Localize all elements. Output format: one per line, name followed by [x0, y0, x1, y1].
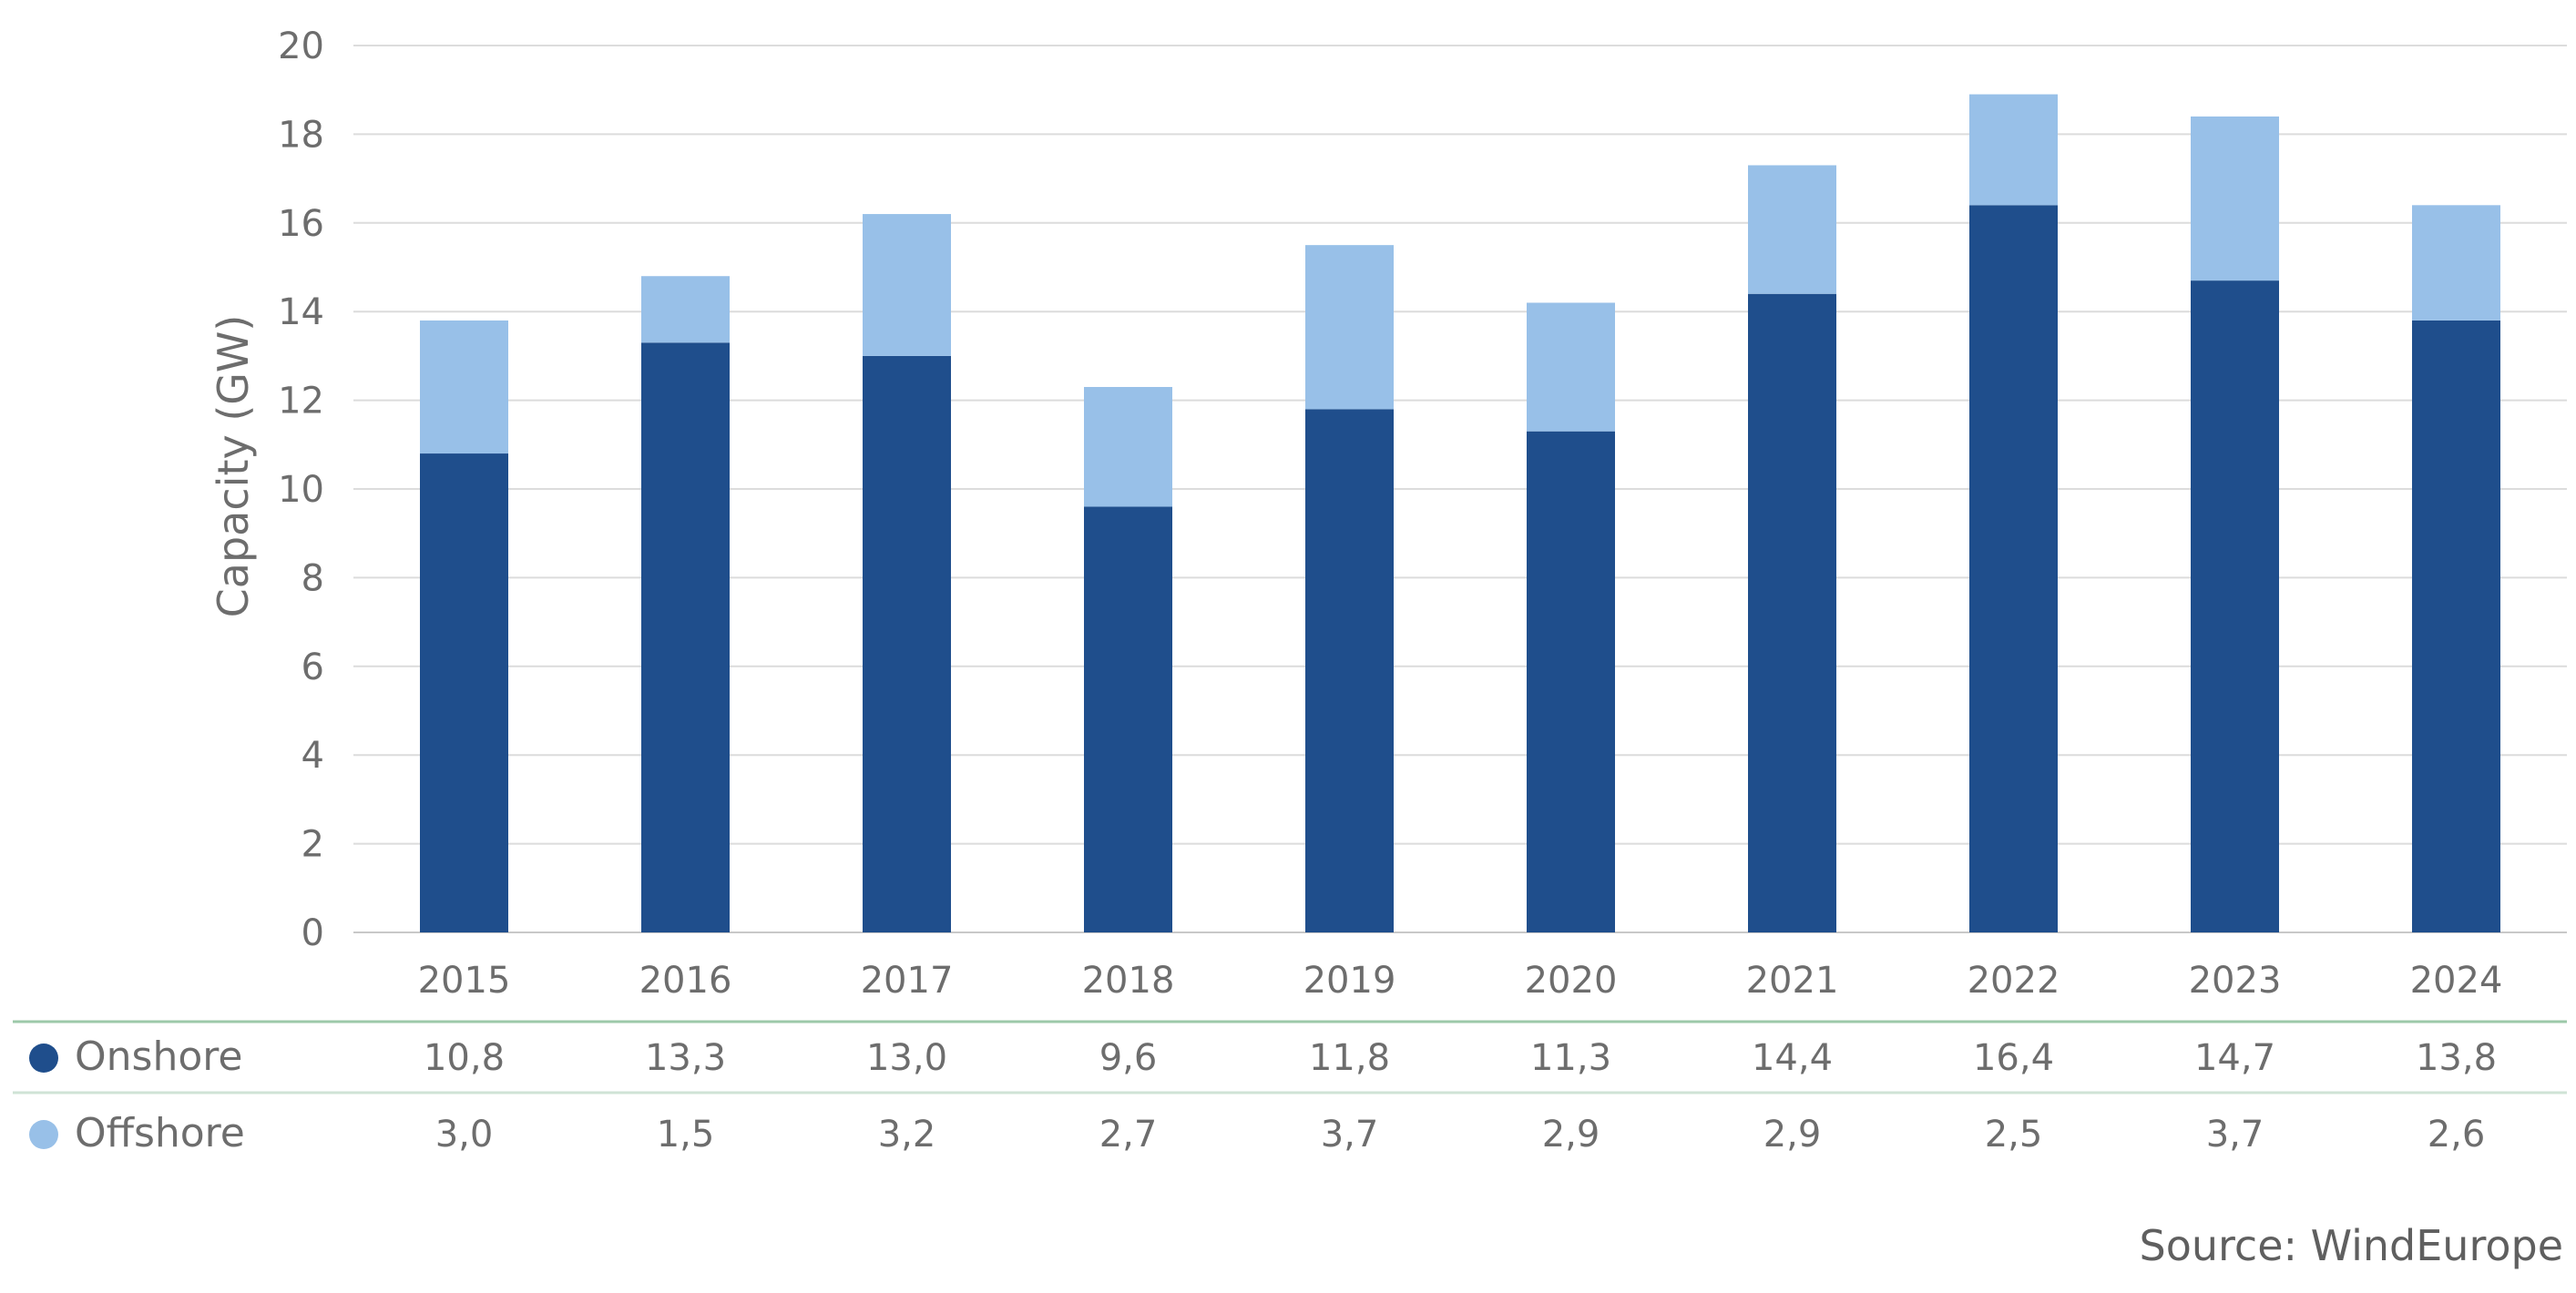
table-cell: 14,4 — [1752, 1037, 1833, 1079]
bar-offshore-2016 — [641, 276, 730, 343]
y-tick-label: 16 — [278, 203, 324, 245]
x-tick-label: 2019 — [1303, 960, 1396, 1002]
table-cell: 2,9 — [1542, 1114, 1600, 1156]
x-tick-label: 2024 — [2410, 960, 2503, 1002]
y-tick-label: 8 — [302, 557, 324, 599]
bar-offshore-2015 — [420, 320, 508, 454]
bar-onshore-2017 — [863, 355, 951, 932]
table-cell: 3,7 — [2206, 1114, 2264, 1156]
table-cell: 16,4 — [1973, 1037, 2054, 1079]
table-cell: 3,2 — [878, 1114, 936, 1156]
table-cell: 13,8 — [2416, 1037, 2497, 1079]
y-tick-label: 0 — [302, 912, 324, 954]
bar-offshore-2020 — [1527, 302, 1615, 432]
x-tick-label: 2015 — [418, 960, 511, 1002]
bar-offshore-2017 — [863, 214, 951, 356]
x-tick-label: 2023 — [2189, 960, 2282, 1002]
bar-offshore-2018 — [1084, 386, 1172, 507]
y-tick-label: 6 — [302, 646, 324, 688]
table-cell: 2,5 — [1985, 1114, 2043, 1156]
bars — [420, 94, 2500, 933]
y-tick-label: 18 — [278, 114, 324, 156]
table-cell: 3,7 — [1321, 1114, 1379, 1156]
table-cell: 1,5 — [657, 1114, 715, 1156]
bar-offshore-2023 — [2191, 116, 2279, 281]
table-cell: 9,6 — [1099, 1037, 1158, 1079]
source-note: Source: WindEurope — [2140, 1221, 2563, 1270]
table-cell: 11,3 — [1530, 1037, 1611, 1079]
y-tick-label: 14 — [278, 291, 324, 333]
bar-onshore-2018 — [1084, 506, 1172, 932]
table-cell: 2,7 — [1099, 1114, 1158, 1156]
bar-offshore-2022 — [1969, 94, 2058, 206]
bar-onshore-2016 — [641, 342, 730, 932]
x-tick-label: 2020 — [1525, 960, 1618, 1002]
bar-offshore-2024 — [2412, 205, 2500, 321]
table-cell: 14,7 — [2194, 1037, 2275, 1079]
y-tick-label: 2 — [302, 824, 324, 866]
y-tick-label: 10 — [278, 469, 324, 511]
legend-label-onshore: Onshore — [75, 1033, 242, 1080]
x-axis-ticks: 2015 2016 2017 2018 2019 2020 2021 2022 2023 2024 — [418, 960, 2503, 1002]
bar-offshore-2019 — [1305, 245, 1394, 410]
y-axis-ticks: 0 2 4 6 8 10 12 14 16 18 20 — [278, 25, 324, 954]
bar-onshore-2015 — [420, 453, 508, 932]
bar-onshore-2024 — [2412, 320, 2500, 932]
table-cell: 2,6 — [2428, 1114, 2486, 1156]
y-tick-label: 12 — [278, 381, 324, 423]
table-cell: 10,8 — [424, 1037, 505, 1079]
bar-onshore-2022 — [1969, 205, 2058, 932]
x-tick-label: 2016 — [639, 960, 732, 1002]
x-tick-label: 2022 — [1968, 960, 2060, 1002]
legend-label-offshore: Offshore — [75, 1110, 245, 1156]
x-tick-label: 2018 — [1082, 960, 1175, 1002]
y-axis-label: Capacity (GW) — [209, 315, 258, 618]
bar-offshore-2021 — [1748, 165, 1836, 294]
table-cell: 13,3 — [645, 1037, 726, 1079]
table-cell: 13,0 — [866, 1037, 947, 1079]
bar-onshore-2020 — [1527, 431, 1615, 932]
table-cell: 2,9 — [1763, 1114, 1822, 1156]
y-tick-label: 4 — [302, 735, 324, 777]
bar-onshore-2021 — [1748, 293, 1836, 933]
table-cell: 11,8 — [1309, 1037, 1390, 1079]
table-cell: 3,0 — [435, 1114, 494, 1156]
bar-onshore-2023 — [2191, 280, 2279, 932]
x-tick-label: 2021 — [1746, 960, 1839, 1002]
data-table: Onshore 10,8 13,3 13,0 9,6 11,8 11,3 14,4 16,4 14… — [13, 1020, 2567, 1156]
legend-marker-offshore — [29, 1120, 58, 1149]
legend-marker-onshore — [29, 1044, 58, 1073]
y-tick-label: 20 — [278, 25, 324, 67]
bar-onshore-2019 — [1305, 409, 1394, 933]
x-tick-label: 2017 — [861, 960, 954, 1002]
